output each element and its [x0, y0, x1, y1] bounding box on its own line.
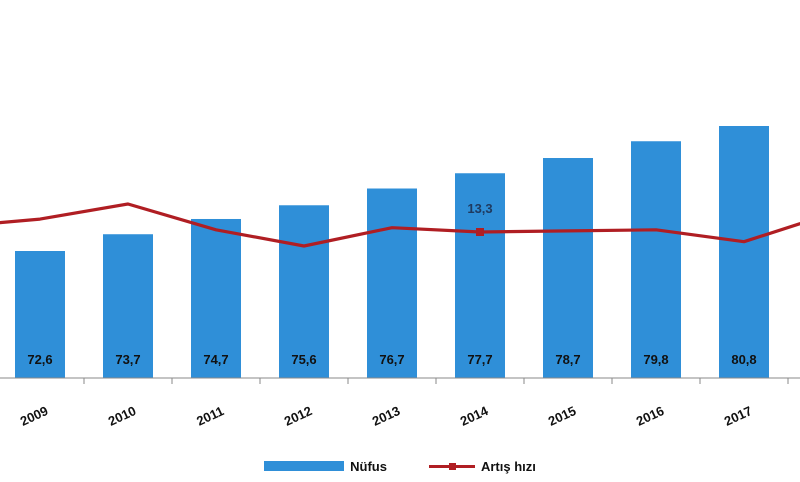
- x-tick-label-2017: 2017: [722, 403, 755, 429]
- x-tick-label-2009: 2009: [18, 403, 51, 429]
- bar-2010: [103, 234, 153, 378]
- growth-point-2014: [476, 228, 484, 236]
- x-tick-label-2013: 2013: [370, 403, 403, 429]
- legend-item-growth-rate: Artış hızı: [428, 458, 536, 474]
- x-ticks-group: [83, 378, 789, 384]
- growth-rate-line: [0, 202, 800, 248]
- legend-item-population: Nüfus: [264, 459, 387, 474]
- bar-value-label-2014: 77,7: [467, 352, 492, 367]
- x-tick-labels-group: 2009 2010 2011 2012 2013 2014 2015 2016 2017: [18, 403, 755, 429]
- bar-2016: [631, 141, 681, 378]
- bar-2017: [719, 126, 769, 378]
- bar-value-label-2010: 73,7: [115, 352, 140, 367]
- bar-value-label-2009: 72,6: [27, 352, 52, 367]
- bar-2014: [455, 173, 505, 378]
- x-tick-label-2010: 2010: [106, 403, 139, 429]
- growth-line-group: 13,3: [0, 201, 800, 248]
- bar-2011: [191, 218, 241, 378]
- bar-value-label-2013: 76,7: [379, 352, 404, 367]
- bar-value-label-2015: 78,7: [555, 352, 580, 367]
- legend-label-growth-rate: Artış hızı: [480, 458, 536, 474]
- bar-2015: [543, 158, 593, 378]
- bar-value-label-2011: 74,7: [203, 352, 228, 367]
- legend-bar-swatch: [264, 461, 345, 471]
- bar-value-label-2017: 80,8: [731, 352, 756, 367]
- legend: Nüfus Artış hızı: [0, 456, 800, 476]
- bar-2013: [367, 188, 417, 378]
- x-tick-label-2012: 2012: [282, 403, 315, 429]
- bar-value-label-2016: 79,8: [643, 352, 668, 367]
- bar-value-label-2012: 75,6: [291, 352, 316, 367]
- bar-2009: [15, 251, 65, 378]
- bars-group: [15, 126, 769, 378]
- x-tick-label-2016: 2016: [634, 403, 667, 429]
- bar-labels-group: 72,6 73,7 74,7 75,6 76,7 77,7 78,7 79,8 80,8: [27, 352, 756, 367]
- growth-value-label-2014: 13,3: [467, 201, 492, 216]
- bar-2012: [279, 205, 329, 378]
- legend-label-population: Nüfus: [350, 458, 387, 474]
- x-tick-label-2011: 2011: [194, 403, 226, 429]
- x-tick-label-2014: 2014: [458, 403, 491, 429]
- legend-line-swatch: [428, 461, 475, 471]
- x-tick-label-2015: 2015: [546, 403, 579, 429]
